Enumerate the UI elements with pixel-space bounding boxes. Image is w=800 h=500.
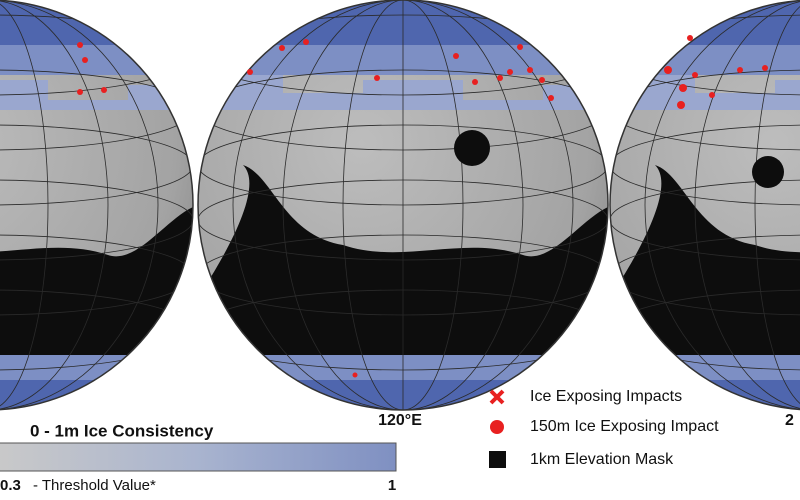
longitude-label: 2 — [785, 412, 794, 429]
impact-dots — [77, 35, 768, 378]
globe-left — [0, 0, 198, 420]
legend-square — [489, 451, 506, 468]
crater — [454, 130, 490, 166]
colorbar-max: 1 — [388, 477, 396, 494]
legend-cross — [489, 389, 505, 405]
globe-right — [605, 0, 800, 420]
colorbar-min: 0.3 — [0, 477, 21, 494]
colorbar-title: 0 - 1m Ice Consistency — [30, 421, 214, 440]
legend: Ice Exposing Impacts 150m Ice Exposing I… — [489, 388, 719, 468]
colorbar — [0, 442, 397, 472]
legend-label: 150m Ice Exposing Impact — [530, 418, 719, 435]
colorbar-min-text: - Threshold Value* — [33, 477, 156, 494]
crater — [752, 156, 784, 188]
longitude-label: 120°E — [378, 412, 422, 429]
legend-label: 1km Elevation Mask — [530, 451, 674, 468]
legend-dot — [490, 420, 504, 434]
legend-label: Ice Exposing Impacts — [530, 388, 682, 405]
globe-center — [193, 0, 613, 420]
